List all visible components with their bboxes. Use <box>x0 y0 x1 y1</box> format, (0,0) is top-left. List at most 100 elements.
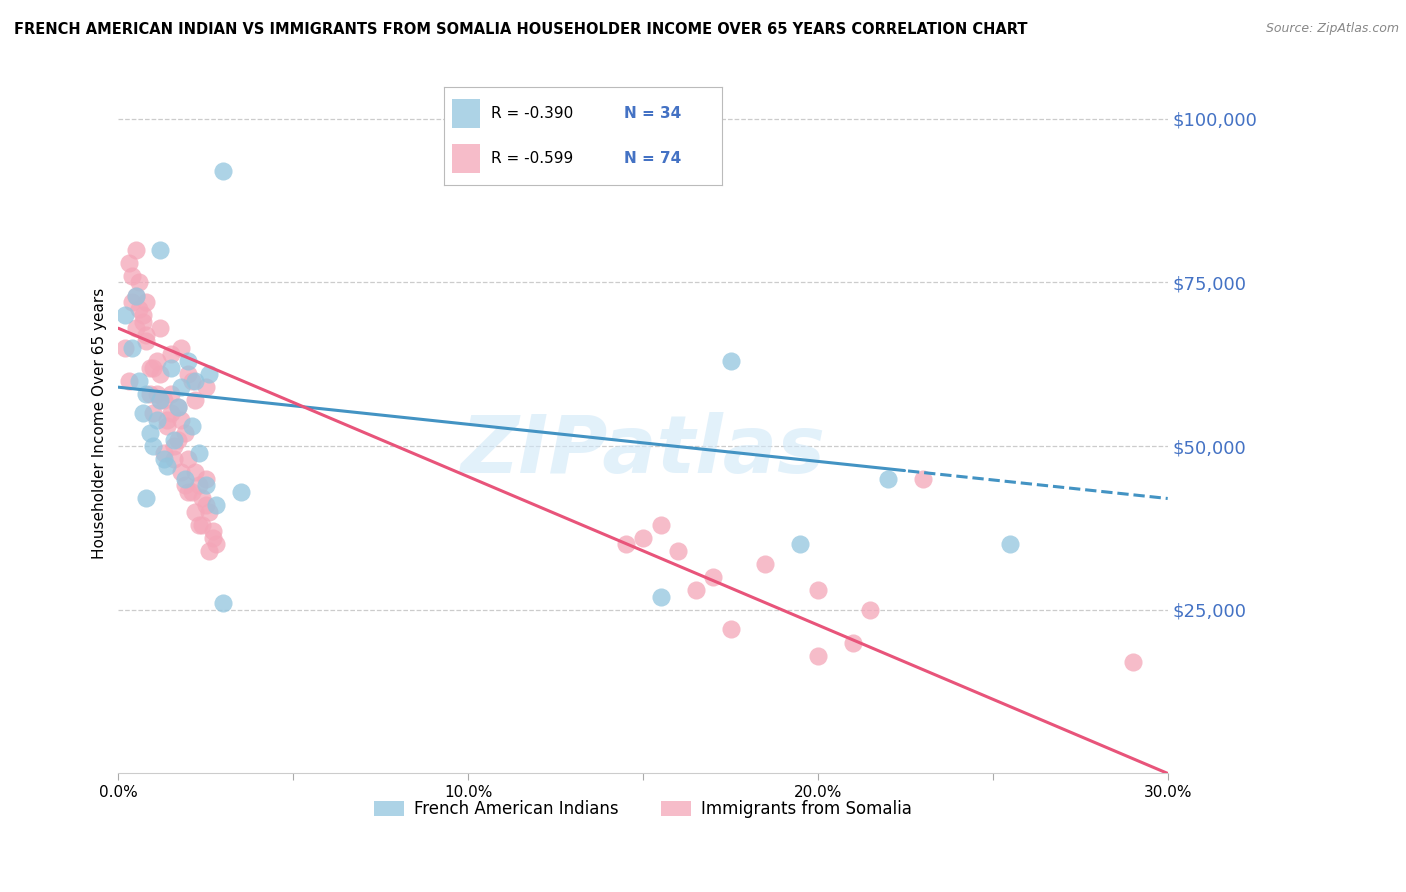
Point <box>205 498 228 512</box>
Point <box>156 419 179 434</box>
Point <box>650 590 672 604</box>
Point <box>174 478 197 492</box>
Point <box>191 517 214 532</box>
Point <box>121 295 143 310</box>
Point <box>167 433 190 447</box>
Point <box>685 583 707 598</box>
Point <box>170 465 193 479</box>
Point <box>650 517 672 532</box>
Point <box>177 485 200 500</box>
Point <box>201 524 224 539</box>
Point <box>146 354 169 368</box>
Text: FRENCH AMERICAN INDIAN VS IMMIGRANTS FROM SOMALIA HOUSEHOLDER INCOME OVER 65 YEA: FRENCH AMERICAN INDIAN VS IMMIGRANTS FRO… <box>14 22 1028 37</box>
Point <box>135 327 157 342</box>
Point <box>702 570 724 584</box>
Point <box>194 380 217 394</box>
Point <box>911 472 934 486</box>
Point <box>212 164 235 178</box>
Point <box>153 445 176 459</box>
Point <box>132 406 155 420</box>
Point <box>167 400 190 414</box>
Point <box>174 472 197 486</box>
Point <box>187 478 209 492</box>
Point <box>121 268 143 283</box>
Point <box>191 491 214 506</box>
Point <box>160 347 183 361</box>
Point <box>142 406 165 420</box>
Point <box>125 288 148 302</box>
Point <box>170 341 193 355</box>
Legend: French American Indians, Immigrants from Somalia: French American Indians, Immigrants from… <box>368 793 918 824</box>
Point <box>877 472 900 486</box>
Point <box>201 531 224 545</box>
Point <box>128 374 150 388</box>
Point <box>184 505 207 519</box>
Point <box>114 308 136 322</box>
Point <box>194 472 217 486</box>
Point <box>180 374 202 388</box>
Y-axis label: Householder Income Over 65 years: Householder Income Over 65 years <box>93 287 107 558</box>
Point <box>1122 655 1144 669</box>
Point <box>135 491 157 506</box>
Point <box>187 517 209 532</box>
Point <box>139 425 162 440</box>
Point <box>163 433 186 447</box>
Point <box>149 243 172 257</box>
Point <box>754 557 776 571</box>
Point <box>163 452 186 467</box>
Point <box>135 386 157 401</box>
Point <box>198 544 221 558</box>
Point <box>170 380 193 394</box>
Point <box>1000 537 1022 551</box>
Point <box>720 354 742 368</box>
Point <box>118 256 141 270</box>
Point <box>198 367 221 381</box>
Point <box>156 413 179 427</box>
Point <box>842 635 865 649</box>
Point <box>807 583 830 598</box>
Point <box>184 393 207 408</box>
Text: ZIPatlas: ZIPatlas <box>461 412 825 491</box>
Point <box>174 425 197 440</box>
Point <box>160 386 183 401</box>
Point <box>666 544 689 558</box>
Point <box>170 413 193 427</box>
Point <box>212 596 235 610</box>
Point <box>149 367 172 381</box>
Point <box>135 295 157 310</box>
Point <box>180 485 202 500</box>
Point <box>149 393 172 408</box>
Point <box>167 400 190 414</box>
Point <box>180 419 202 434</box>
Point <box>807 648 830 663</box>
Point <box>177 367 200 381</box>
Point <box>118 374 141 388</box>
Point <box>114 341 136 355</box>
Point <box>128 301 150 316</box>
Point <box>187 445 209 459</box>
Point <box>153 452 176 467</box>
Point <box>194 478 217 492</box>
Point <box>160 406 183 420</box>
Point <box>184 465 207 479</box>
Point <box>163 439 186 453</box>
Point <box>859 603 882 617</box>
Point <box>132 315 155 329</box>
Point <box>121 341 143 355</box>
Point <box>149 321 172 335</box>
Point <box>146 386 169 401</box>
Point <box>184 374 207 388</box>
Point <box>135 334 157 349</box>
Point <box>125 243 148 257</box>
Point <box>614 537 637 551</box>
Point <box>125 321 148 335</box>
Point <box>177 354 200 368</box>
Point <box>125 288 148 302</box>
Point <box>156 458 179 473</box>
Point <box>229 485 252 500</box>
Point <box>142 360 165 375</box>
Point <box>142 439 165 453</box>
Point <box>139 386 162 401</box>
Point <box>631 531 654 545</box>
Text: Source: ZipAtlas.com: Source: ZipAtlas.com <box>1265 22 1399 36</box>
